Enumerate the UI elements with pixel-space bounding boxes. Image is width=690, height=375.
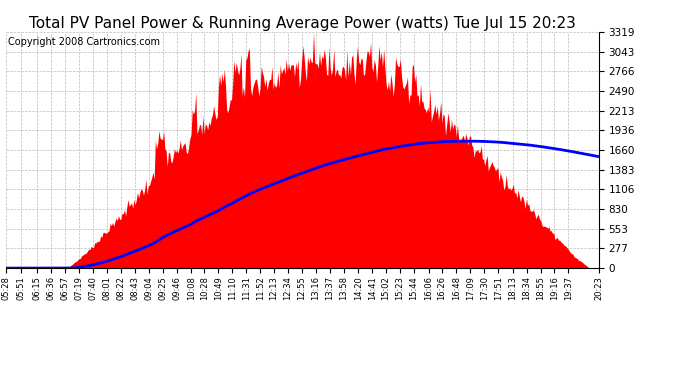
Title: Total PV Panel Power & Running Average Power (watts) Tue Jul 15 20:23: Total PV Panel Power & Running Average P… (29, 16, 575, 31)
Text: Copyright 2008 Cartronics.com: Copyright 2008 Cartronics.com (8, 37, 161, 46)
